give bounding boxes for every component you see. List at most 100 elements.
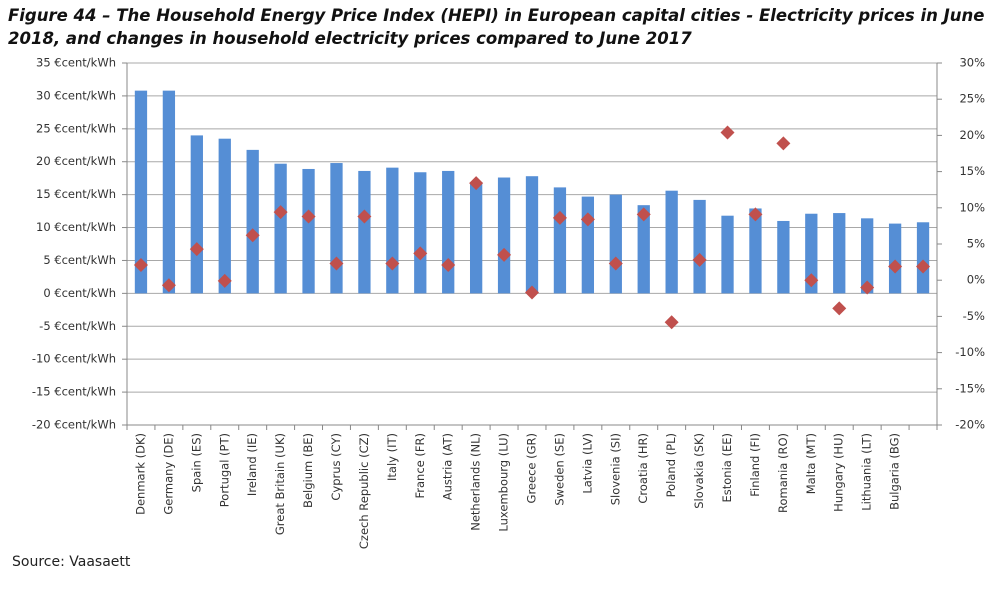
x-tick-label: Italy (IT) [385,433,399,481]
x-tick-label: Portugal (PT) [217,433,231,507]
bar [693,199,706,294]
bar [302,168,315,294]
y2-tick-label: -10% [955,345,985,359]
y-tick-label: -5 €cent/kWh [39,319,116,333]
x-tick-label: Czech Republic (CZ) [357,433,371,549]
y2-tick-label: -5% [963,309,985,323]
y-tick-label: 25 €cent/kWh [36,121,116,135]
bar [749,208,762,294]
x-tick-label: Belgium (BE) [301,433,315,508]
x-tick-label: Slovakia (SK) [692,433,706,509]
x-tick-label: Austria (AT) [441,433,455,500]
bar [134,90,148,294]
y-tick-label: 0 €cent/kWh [43,286,116,300]
chart-title: Figure 44 – The Household Energy Price I… [8,6,985,48]
diamond-marker [217,273,232,288]
diamond-marker [357,209,372,224]
diamond-marker [133,257,148,272]
y-tick-label: -10 €cent/kWh [32,352,116,366]
diamond-marker [245,228,260,243]
diamond-marker [636,207,651,222]
bar [553,187,567,294]
diamond-marker [552,210,567,225]
x-tick-label: Greece (GR) [525,433,539,503]
diamond-marker [301,209,316,224]
diamond-marker [497,247,512,262]
diamond-marker [692,252,707,267]
x-tick-label: Hungary (HU) [832,433,846,512]
diamond-marker [608,256,623,271]
x-tick-label: Estonia (EE) [720,433,734,503]
bar [190,135,203,294]
y2-tick-label: 25% [959,92,985,106]
bar [246,149,259,294]
x-tick-label: Germany (DE) [161,433,175,515]
y2-tick-label: 30% [959,56,985,70]
diamond-marker [664,315,679,330]
x-tick-label: France (FR) [413,433,427,498]
bar [469,182,483,294]
y2-tick-label: -15% [955,381,985,395]
y2-tick-label: 15% [959,164,985,178]
y2-tick-label: -20% [955,418,985,432]
diamond-marker [720,125,735,140]
y-tick-label: -15 €cent/kWh [32,385,116,399]
y2-tick-label: 10% [959,200,985,214]
x-tick-label: Poland (PL) [664,433,678,497]
bar [274,163,287,294]
bar [861,218,874,294]
diamond-marker [525,285,539,300]
x-tick-label: Slovenia (SI) [608,433,622,505]
diamond-marker [161,278,176,293]
bar [888,223,902,294]
bar [162,90,176,294]
y-tick-label: 35 €cent/kWh [36,56,116,70]
x-tick-label: Spain (ES) [189,433,203,492]
x-tick-label: Luxembourg (LU) [497,433,511,532]
x-tick-label: Romania (RO) [776,433,790,513]
y2-tick-label: 20% [959,128,985,142]
y-tick-label: 15 €cent/kWh [36,187,116,201]
x-tick-label: Sweden (SE) [552,433,566,506]
x-tick-label: Great Britain (UK) [273,433,287,535]
x-tick-label: Ireland (IE) [245,433,259,496]
diamond-marker [273,205,288,220]
bar [721,215,734,294]
diamond-marker [329,256,344,271]
bar [609,194,622,294]
bar [358,170,371,294]
x-tick-label: Cyprus (CY) [329,433,343,501]
bar [805,213,818,294]
x-tick-label: Malta (MT) [804,433,818,494]
diamond-marker [776,136,791,151]
x-tick-label: Lithuania (LT) [860,433,874,511]
y-tick-label: 20 €cent/kWh [36,154,116,168]
x-tick-label: Bulgaria (BG) [888,433,902,510]
bar [833,213,846,294]
bar [525,176,539,294]
diamond-marker [580,212,595,227]
diamond-marker [804,273,819,288]
y-tick-label: -20 €cent/kWh [32,418,116,432]
diamond-marker [916,259,931,274]
y-tick-label: 30 €cent/kWh [36,88,116,102]
y2-tick-label: 0% [967,273,985,287]
bar [414,172,427,294]
diamond-marker [832,301,847,316]
x-tick-label: Denmark (DK) [133,433,147,515]
diamond-marker [385,256,400,271]
bar [497,177,511,294]
bar [777,220,790,294]
y-tick-label: 10 €cent/kWh [36,220,116,234]
bar [386,167,399,294]
x-tick-label: Finland (FI) [748,433,762,497]
source-note: Source: Vaasaett [12,554,131,570]
diamond-marker [860,280,875,295]
diamond-marker [413,246,428,261]
diamond-marker [469,176,484,191]
diamond-marker [748,207,763,222]
diamond-marker [888,259,903,274]
x-tick-label: Netherlands (NL) [469,433,483,531]
